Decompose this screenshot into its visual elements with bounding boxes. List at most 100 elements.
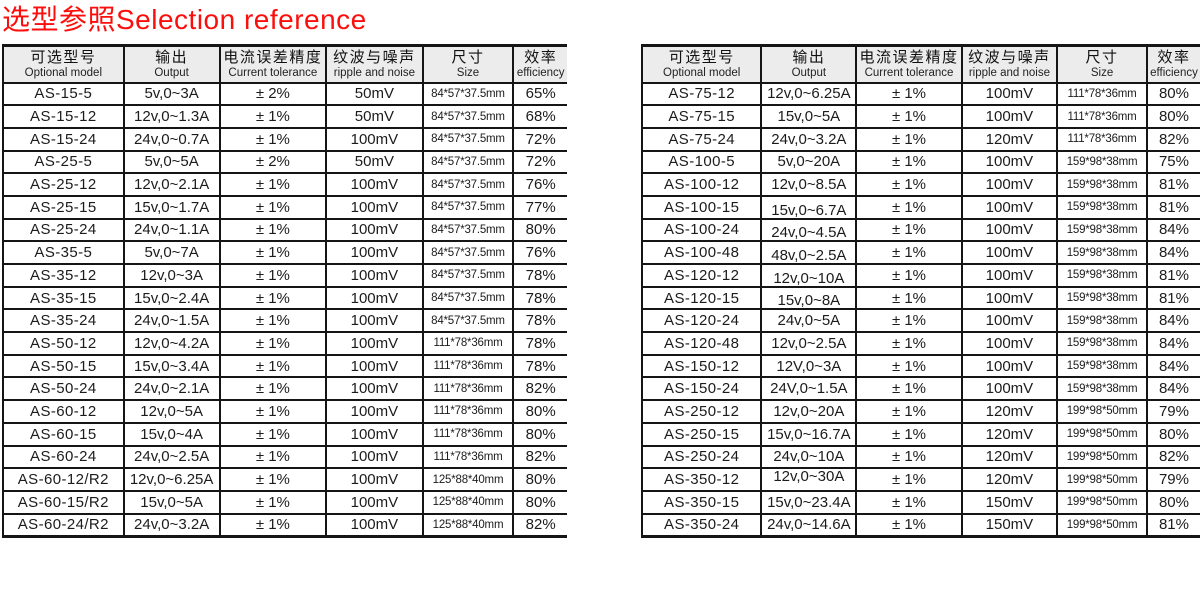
- ripple-cell: 100mV: [960, 149, 1059, 175]
- table-row: AS-100-48 48v,0~2.5A ± 1% 100mV 159*98*38mm 8…: [640, 240, 1200, 265]
- efficiency-cell: 81%: [1145, 263, 1200, 288]
- column-header-model: 可选型号 Optional model: [2, 44, 125, 84]
- efficiency-cell: 81%: [1145, 512, 1200, 538]
- output-cell: 15v,0~23.4A: [760, 489, 858, 515]
- tolerance-cell: ± 1%: [855, 194, 963, 220]
- ripple-cell: 100mV: [325, 467, 424, 492]
- output-cell: 5v,0~3A: [122, 81, 221, 107]
- column-header-en: Optional model: [24, 67, 103, 80]
- table-row: AS-250-15 15v,0~16.7A ± 1% 120mV 199*98*50mm…: [640, 421, 1200, 447]
- size-cell: 111*78*36mm: [421, 399, 515, 424]
- ripple-cell: 100mV: [960, 104, 1059, 129]
- output-cell: 12v,0~6.25A: [760, 81, 858, 107]
- tolerance-cell: ± 1%: [855, 353, 963, 379]
- ripple-cell: 150mV: [960, 489, 1059, 515]
- selection-table-left: 可选型号 Optional model 输出 Output 电流误差精度 Current …: [2, 44, 567, 538]
- header-row: 可选型号 Optional model 输出 Output 电流误差精度 Current …: [640, 44, 1200, 84]
- efficiency-cell: 82%: [1145, 444, 1200, 470]
- output-cell: 12v,0~5A: [122, 399, 221, 424]
- output-cell: 12v,0~4.2A: [122, 331, 221, 356]
- output-cell: 24V,0~1.5A: [760, 376, 858, 402]
- model-cell: AS-15-24: [2, 126, 125, 152]
- output-cell: 24v,0~5A: [760, 308, 858, 334]
- model-cell: AS-100-24: [640, 217, 763, 243]
- output-cell: 24v,0~3.2A: [122, 512, 221, 538]
- table-row: AS-35-15 15v,0~2.4A ± 1% 100mV 84*57*37.5mm 7…: [2, 285, 567, 311]
- efficiency-cell: 76%: [512, 240, 567, 265]
- output-cell: 24v,0~0.7A: [122, 126, 221, 152]
- size-cell: 84*57*37.5mm: [421, 285, 515, 311]
- ripple-cell: 50mV: [325, 104, 424, 129]
- table-row: AS-75-12 12v,0~6.25A ± 1% 100mV 111*78*36mm 8…: [640, 81, 1200, 107]
- table-row: AS-150-12 12V,0~3A ± 1% 100mV 159*98*38mm 84%: [640, 353, 1200, 379]
- model-cell: AS-100-48: [640, 240, 763, 265]
- table-row: AS-60-12/R2 12v,0~6.25A ± 1% 100mV 125*88*40…: [2, 467, 567, 492]
- size-cell: 111*78*36mm: [421, 376, 515, 402]
- model-cell: AS-60-12: [2, 399, 125, 424]
- model-cell: AS-75-24: [640, 126, 763, 152]
- efficiency-cell: 80%: [512, 467, 567, 492]
- tolerance-cell: ± 1%: [218, 399, 328, 424]
- table-row: AS-120-12 12v,0~10A ± 1% 100mV 159*98*38mm 81…: [640, 263, 1200, 288]
- table-row: AS-100-5 5v,0~20A ± 1% 100mV 159*98*38mm 75%: [640, 149, 1200, 175]
- table-row: AS-120-15 15v,0~8A ± 1% 100mV 159*98*38mm 81%: [640, 285, 1200, 311]
- selection-table-right: 可选型号 Optional model 输出 Output 电流误差精度 Current …: [640, 44, 1200, 538]
- table-row: AS-35-24 24v,0~1.5A ± 1% 100mV 84*57*37.5mm 7…: [2, 308, 567, 334]
- ripple-cell: 100mV: [325, 308, 424, 334]
- model-cell: AS-25-15: [2, 194, 125, 220]
- size-cell: 84*57*37.5mm: [421, 81, 515, 107]
- ripple-cell: 100mV: [960, 308, 1059, 334]
- ripple-cell: 100mV: [960, 240, 1059, 265]
- model-cell: AS-120-24: [640, 308, 763, 334]
- model-cell: AS-150-24: [640, 376, 763, 402]
- output-cell: 15v,0~8A: [760, 285, 858, 311]
- efficiency-cell: 80%: [512, 217, 567, 243]
- table-row: AS-15-5 5v,0~3A ± 2% 50mV 84*57*37.5mm 65%: [2, 81, 567, 107]
- efficiency-cell: 72%: [512, 149, 567, 175]
- column-header-en: Output: [791, 67, 827, 80]
- model-cell: AS-350-24: [640, 512, 763, 538]
- size-cell: 84*57*37.5mm: [421, 104, 515, 129]
- tolerance-cell: ± 1%: [855, 263, 963, 288]
- tolerance-cell: ± 1%: [218, 217, 328, 243]
- tolerance-cell: ± 1%: [218, 512, 328, 538]
- tolerance-cell: ± 1%: [855, 399, 963, 424]
- efficiency-cell: 72%: [512, 126, 567, 152]
- table-row: AS-150-24 24V,0~1.5A ± 1% 100mV 159*98*38mm 8…: [640, 376, 1200, 402]
- tables-container: 可选型号 Optional model 输出 Output 电流误差精度 Current …: [2, 44, 1200, 538]
- tolerance-cell: ± 1%: [855, 240, 963, 265]
- column-header-zh: 输出: [792, 49, 826, 67]
- ripple-cell: 100mV: [325, 126, 424, 152]
- table-row: AS-35-12 12v,0~3A ± 1% 100mV 84*57*37.5mm 78%: [2, 263, 567, 288]
- output-cell: 12v,0~1.3A: [122, 104, 221, 129]
- size-cell: 159*98*38mm: [1056, 331, 1148, 356]
- efficiency-cell: 84%: [1145, 308, 1200, 334]
- efficiency-cell: 80%: [1145, 489, 1200, 515]
- output-cell: 24v,0~1.5A: [122, 308, 221, 334]
- output-cell: 12v,0~10A: [760, 263, 858, 288]
- output-cell: 12v,0~30A: [760, 467, 858, 492]
- model-cell: AS-120-15: [640, 285, 763, 311]
- tolerance-cell: ± 1%: [855, 444, 963, 470]
- output-cell: 15v,0~6.7A: [760, 194, 858, 220]
- ripple-cell: 100mV: [960, 285, 1059, 311]
- output-cell: 12v,0~6.25A: [122, 467, 221, 492]
- column-header-tolerance: 电流误差精度 Current tolerance: [855, 44, 963, 84]
- table-row: AS-100-12 12v,0~8.5A ± 1% 100mV 159*98*38mm 8…: [640, 172, 1200, 197]
- size-cell: 199*98*50mm: [1056, 399, 1148, 424]
- model-cell: AS-60-12/R2: [2, 467, 125, 492]
- table-row: AS-50-15 15v,0~3.4A ± 1% 100mV 111*78*36mm 78…: [2, 353, 567, 379]
- table-row: AS-25-5 5v,0~5A ± 2% 50mV 84*57*37.5mm 72%: [2, 149, 567, 175]
- ripple-cell: 150mV: [960, 512, 1059, 538]
- model-cell: AS-120-12: [640, 263, 763, 288]
- tolerance-cell: ± 1%: [218, 331, 328, 356]
- model-cell: AS-60-24/R2: [2, 512, 125, 538]
- tolerance-cell: ± 1%: [855, 512, 963, 538]
- size-cell: 159*98*38mm: [1056, 240, 1148, 265]
- model-cell: AS-75-15: [640, 104, 763, 129]
- efficiency-cell: 79%: [1145, 467, 1200, 492]
- ripple-cell: 100mV: [325, 353, 424, 379]
- output-cell: 12v,0~20A: [760, 399, 858, 424]
- efficiency-cell: 65%: [512, 81, 567, 107]
- output-cell: 12V,0~3A: [760, 353, 858, 379]
